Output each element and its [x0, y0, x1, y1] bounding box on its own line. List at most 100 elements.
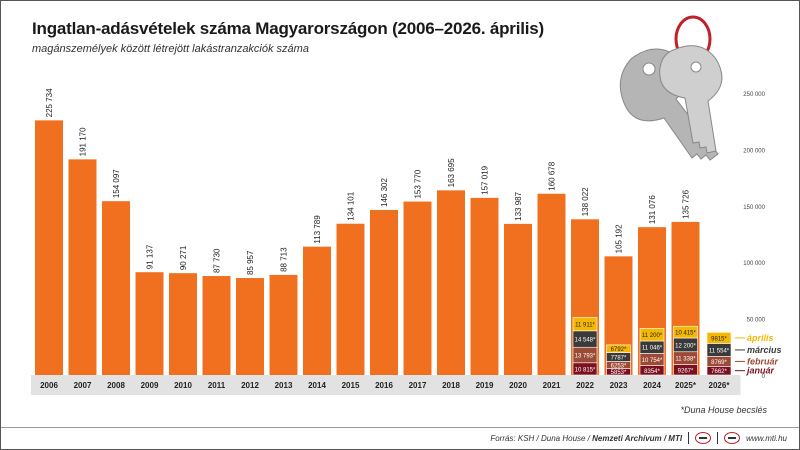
data-label: 225 734: [45, 88, 54, 117]
bar: [35, 120, 63, 376]
bar: [303, 246, 331, 375]
x-tick-label: 2020: [509, 381, 527, 390]
footer: Forrás: KSH / Duna House / Nemzeti Archí…: [490, 431, 787, 445]
month-data-label: 11 911*: [575, 323, 595, 329]
bar: [470, 197, 499, 375]
month-data-label: 10 415*: [675, 331, 696, 337]
x-tick-label: 2015: [342, 381, 360, 390]
month-segment: [706, 332, 732, 344]
month-segment: [606, 344, 631, 353]
x-tick-label: 2013: [275, 381, 293, 390]
x-tick-label: 2022: [576, 381, 594, 390]
x-axis-band: [31, 375, 741, 395]
data-label: 146 302: [380, 178, 389, 207]
month-data-label: 6253*: [611, 363, 627, 369]
month-data-label: 7787*: [611, 355, 627, 361]
x-tick-label: 2019: [476, 381, 494, 390]
month-data-label: 11 200*: [642, 333, 663, 339]
data-label: 88 713: [280, 247, 289, 272]
x-tick-label: 2021: [543, 381, 561, 390]
bar: [403, 201, 432, 375]
y-tick-label: 250 000: [743, 92, 765, 98]
footer-site: www.mti.hu: [746, 433, 787, 443]
data-label: 131 076: [648, 195, 657, 224]
bar: [202, 276, 231, 375]
legend-entry: február: [747, 356, 779, 366]
mti-logo-icon: [724, 432, 741, 444]
month-data-label: 8354*: [644, 369, 660, 375]
month-data-label: 8769*: [711, 360, 727, 366]
data-label: 105 192: [615, 224, 624, 253]
data-label: 135 726: [682, 189, 691, 218]
data-label: 87 730: [213, 248, 222, 273]
footer-separator: [688, 432, 690, 444]
x-tick-label: 2011: [208, 381, 226, 390]
bar: [537, 193, 566, 375]
y-tick-label: 50 000: [747, 318, 766, 324]
x-tick-label: 2009: [141, 381, 159, 390]
month-data-label: 10 815*: [575, 367, 596, 373]
x-tick-label: 2006: [40, 381, 58, 390]
data-label: 138 022: [581, 187, 590, 216]
bar: [437, 190, 465, 375]
mti-logo-icon: [695, 432, 712, 444]
month-data-label: 9267*: [678, 368, 694, 374]
month-data-label: 12 200*: [675, 343, 696, 349]
data-label: 90 271: [179, 245, 188, 270]
bar: [68, 159, 97, 375]
bar: [102, 201, 130, 375]
y-tick-label: 150 000: [743, 205, 765, 211]
month-segment: [639, 328, 665, 342]
legend-entry: március: [747, 345, 782, 355]
month-segment: [572, 317, 598, 332]
y-tick-label: 0: [762, 374, 766, 380]
month-data-label: 13 793*: [575, 354, 596, 360]
x-tick-label: 2007: [74, 381, 92, 390]
data-label: 153 770: [414, 169, 423, 198]
y-tick-label: 200 000: [743, 148, 765, 154]
month-data-label: 11 338*: [675, 357, 696, 363]
x-tick-label: 2012: [241, 381, 259, 390]
footer-divider: [1, 427, 799, 428]
data-label: 160 678: [548, 161, 557, 190]
month-segment: [673, 325, 698, 339]
footer-separator: [717, 432, 719, 444]
x-tick-label: 2010: [174, 381, 192, 390]
legend-entry: január: [746, 366, 775, 376]
x-tick-label: 2023: [610, 381, 628, 390]
data-label: 85 957: [246, 250, 255, 275]
keys-icon: [619, 15, 723, 161]
month-data-label: 14 548*: [575, 338, 596, 344]
month-data-label: 11 046*: [642, 346, 663, 352]
data-label: 157 019: [481, 165, 490, 194]
x-tick-label: 2017: [409, 381, 427, 390]
x-tick-label: 2025*: [675, 381, 697, 390]
data-label: 91 137: [146, 244, 155, 269]
data-label: 134 101: [347, 191, 356, 220]
bar: [169, 273, 197, 375]
bar: [336, 223, 365, 375]
data-label: 191 170: [79, 127, 88, 156]
month-data-label: 7662*: [711, 369, 727, 375]
x-tick-label: 2026*: [709, 381, 731, 390]
x-tick-label: 2018: [442, 381, 460, 390]
estimate-note: *Duna House becslés: [680, 405, 767, 415]
x-tick-label: 2024: [643, 381, 661, 390]
y-tick-label: 100 000: [743, 261, 765, 267]
footer-source: Forrás: KSH / Duna House / Nemzeti Archí…: [490, 433, 683, 443]
month-data-label: 9815*: [711, 336, 727, 342]
data-label: 133 987: [514, 191, 523, 220]
data-label: 154 097: [112, 169, 121, 198]
legend-entry: április: [747, 333, 774, 343]
bar: [236, 278, 264, 375]
bar: [269, 274, 298, 375]
x-tick-label: 2016: [375, 381, 393, 390]
x-tick-label: 2014: [308, 381, 326, 390]
month-data-label: 11 554*: [709, 348, 730, 354]
bar: [135, 272, 164, 375]
chart-title: Ingatlan-adásvételek száma Magyarországo…: [32, 19, 545, 38]
x-tick-label: 2008: [107, 381, 125, 390]
month-data-label: 6792*: [611, 347, 627, 353]
